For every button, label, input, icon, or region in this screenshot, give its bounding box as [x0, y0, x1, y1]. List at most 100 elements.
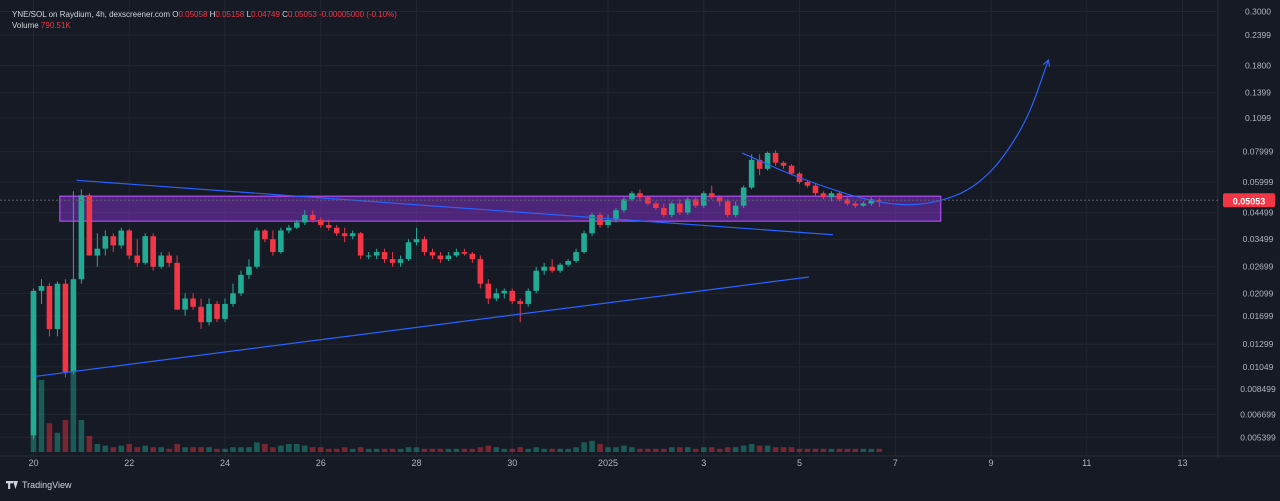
candle	[349, 230, 356, 240]
volume-bar	[62, 420, 69, 452]
volume-bar	[613, 447, 619, 452]
open-label: O	[172, 10, 179, 19]
volume-bar	[549, 448, 555, 452]
candle-body	[278, 230, 284, 253]
volume-bar	[533, 447, 539, 452]
last-price-tag	[1223, 193, 1275, 208]
candle	[573, 248, 579, 263]
y-tick-label: 0.006699	[1240, 409, 1276, 419]
candle-body	[708, 193, 715, 198]
candle-body	[70, 279, 77, 372]
candles[interactable]	[30, 150, 883, 440]
candle-body	[118, 230, 125, 246]
candle-body	[429, 252, 436, 256]
candle-body	[182, 298, 188, 310]
volume-bar	[54, 432, 61, 452]
volume-bar	[246, 447, 252, 452]
y-tick-label: 0.01049	[1243, 362, 1274, 372]
candle-body	[30, 290, 37, 436]
candle	[756, 154, 763, 176]
candle	[126, 229, 133, 260]
x-tick-label: 9	[988, 458, 993, 468]
candle	[333, 225, 340, 237]
volume-bar	[190, 447, 196, 452]
candle	[381, 248, 388, 263]
volume-bar	[357, 447, 364, 452]
volume-bar	[724, 447, 731, 452]
volume-bar	[421, 448, 428, 452]
candle-body	[214, 303, 220, 319]
volume-bar	[325, 448, 332, 452]
y-tick-label: 0.3000	[1245, 6, 1271, 16]
candle	[684, 197, 691, 215]
volume-bar	[868, 448, 875, 452]
volume-bar	[581, 442, 587, 452]
volume-bar	[182, 447, 188, 452]
volume-line: Volume 790.51K	[12, 20, 397, 31]
change-value: -0.00005000 (-0.10%)	[319, 10, 397, 19]
candle	[118, 227, 125, 249]
ohlc-line: YNE/SOL on Raydium, 4h, dexscreener.com …	[12, 9, 397, 20]
volume-bar	[445, 448, 452, 452]
candle-body	[605, 219, 611, 226]
candle	[62, 279, 69, 378]
candle	[812, 183, 819, 198]
volume-bar	[365, 448, 372, 452]
candle-body	[876, 200, 883, 202]
candle-body	[525, 290, 532, 304]
candle-body	[445, 255, 452, 260]
volume-bar	[333, 448, 340, 452]
candle-body	[469, 253, 476, 260]
candle	[230, 283, 236, 307]
candle-body	[349, 233, 356, 237]
volume-bar	[764, 445, 771, 452]
volume-bar	[708, 447, 715, 452]
volume-bar	[732, 447, 739, 452]
candle-body	[764, 152, 771, 169]
volume-bar	[309, 447, 316, 452]
candle-body	[812, 185, 819, 194]
x-tick-label: 7	[893, 458, 898, 468]
candle	[397, 255, 404, 267]
candle-body	[549, 266, 555, 271]
volume-bar	[828, 448, 835, 452]
candle	[309, 210, 316, 223]
volume-bar	[150, 447, 156, 452]
candle-body	[684, 199, 691, 213]
candle-body	[325, 225, 332, 228]
volume-bar	[700, 447, 707, 452]
volume-bar	[525, 448, 532, 452]
candle	[700, 191, 707, 208]
y-tick-label: 0.1399	[1245, 87, 1271, 97]
tradingview-branding[interactable]: TradingView	[6, 480, 72, 490]
candle	[836, 191, 843, 202]
candle-body	[397, 259, 404, 263]
volume-bar	[405, 447, 412, 452]
candle	[158, 252, 164, 269]
y-tick-label: 0.1099	[1245, 113, 1271, 123]
volume-bar	[46, 423, 53, 452]
volume-bar	[270, 447, 276, 452]
volume-bar	[238, 447, 244, 452]
candle-body	[724, 201, 731, 215]
volume-bar	[860, 448, 867, 452]
candle-body	[365, 255, 372, 257]
candle	[565, 259, 571, 267]
candle-body	[262, 230, 268, 240]
candle	[852, 201, 859, 208]
volume-bar	[429, 448, 436, 452]
candle-body	[174, 262, 180, 310]
volume-bar	[740, 445, 747, 452]
y-tick-label: 0.04499	[1243, 208, 1274, 218]
candle-body	[700, 193, 707, 206]
volume-bar	[206, 447, 212, 452]
candle	[780, 161, 787, 169]
candle	[461, 248, 468, 256]
candle	[238, 270, 244, 296]
candle	[708, 185, 715, 200]
candle-body	[158, 255, 164, 267]
volume-bar	[780, 447, 787, 452]
candle	[365, 252, 372, 260]
